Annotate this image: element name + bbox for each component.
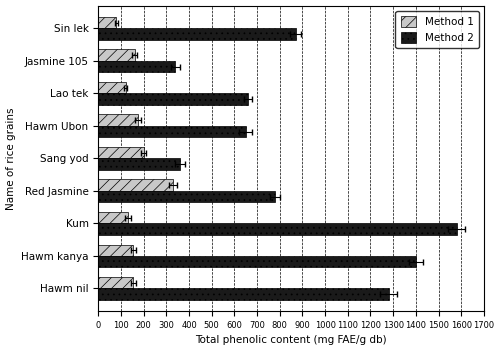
Bar: [98, 17, 116, 28]
Bar: [98, 147, 144, 158]
Bar: [98, 114, 138, 126]
Bar: [98, 245, 134, 256]
Bar: [98, 158, 180, 170]
Bar: [98, 126, 246, 137]
Bar: [98, 256, 416, 267]
Bar: [98, 61, 176, 72]
Bar: [98, 191, 275, 202]
Bar: [98, 82, 126, 93]
Bar: [98, 212, 128, 223]
Bar: [98, 289, 389, 300]
Bar: [98, 277, 134, 289]
Y-axis label: Name of rice grains: Name of rice grains: [6, 107, 16, 210]
X-axis label: Total phenolic content (mg FAE/g db): Total phenolic content (mg FAE/g db): [196, 336, 387, 345]
Bar: [98, 28, 296, 40]
Bar: [98, 223, 456, 235]
Legend: Method 1, Method 2: Method 1, Method 2: [396, 11, 478, 48]
Bar: [98, 93, 248, 105]
Bar: [98, 179, 173, 191]
Bar: [98, 49, 134, 61]
